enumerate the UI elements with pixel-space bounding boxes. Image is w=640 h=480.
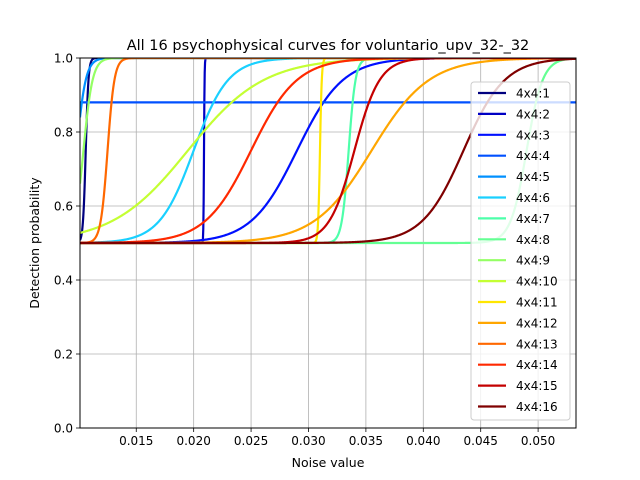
x-tick-label: 0.015 xyxy=(119,434,153,448)
legend-entry-label: 4x4:9 xyxy=(516,254,550,268)
x-tick-label: 0.035 xyxy=(349,434,383,448)
legend: 4x4:1 4x4:2 4x4:3 4x4:4 4x4:5 4x4:6 4x4:7 4x4:8… xyxy=(470,81,571,421)
x-axis-ticks: 0.015 0.020 0.025 0.030 0.035 0.040 0.045 0.050 xyxy=(119,428,555,448)
y-tick-label: 0.0 xyxy=(54,422,73,436)
legend-entry-label: 4x4:13 xyxy=(516,337,558,351)
x-tick-label: 0.050 xyxy=(521,434,555,448)
legend-entry-label: 4x4:10 xyxy=(516,275,558,289)
y-tick-label: 1.0 xyxy=(54,52,73,66)
legend-box xyxy=(470,81,571,421)
x-tick-label: 0.025 xyxy=(234,434,268,448)
y-axis-label: Detection probability xyxy=(27,177,42,309)
y-axis-ticks: 0.0 0.2 0.4 0.6 0.8 1.0 xyxy=(54,52,80,436)
legend-entry-label: 4x4:6 xyxy=(516,191,550,205)
x-tick-label: 0.030 xyxy=(291,434,325,448)
legend-entry-label: 4x4:5 xyxy=(516,170,550,184)
y-tick-label: 0.6 xyxy=(54,200,73,214)
legend-entry-label: 4x4:2 xyxy=(516,107,550,121)
y-tick-label: 0.8 xyxy=(54,126,73,140)
x-tick-label: 0.040 xyxy=(406,434,440,448)
x-tick-label: 0.020 xyxy=(176,434,210,448)
legend-entry-label: 4x4:14 xyxy=(516,358,558,372)
plot-frame xyxy=(79,57,577,429)
y-tick-label: 0.2 xyxy=(54,348,73,362)
legend-entry-label: 4x4:3 xyxy=(516,128,550,142)
legend-entry-label: 4x4:8 xyxy=(516,233,550,247)
legend-entry-label: 4x4:7 xyxy=(516,212,550,226)
legend-entry-label: 4x4:11 xyxy=(516,296,558,310)
legend-entry-label: 4x4:1 xyxy=(516,87,550,101)
y-tick-label: 0.4 xyxy=(54,274,73,288)
legend-entry-label: 4x4:15 xyxy=(516,379,558,393)
x-tick-label: 0.045 xyxy=(464,434,498,448)
chart-title: All 16 psychophysical curves for volunta… xyxy=(127,38,530,54)
legend-entry-label: 4x4:16 xyxy=(516,400,558,414)
legend-entry-label: 4x4:4 xyxy=(516,149,550,163)
legend-entry-label: 4x4:12 xyxy=(516,316,558,330)
x-axis-label: Noise value xyxy=(292,455,365,470)
curve-series-14 xyxy=(80,58,576,244)
